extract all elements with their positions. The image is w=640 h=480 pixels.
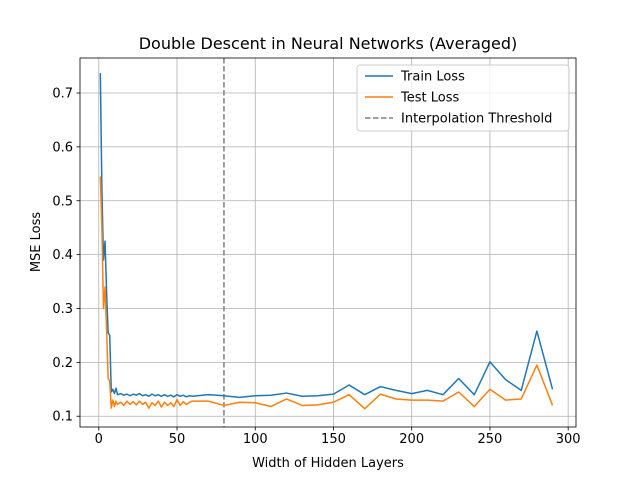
axes-frame [79,57,577,428]
x-tick-label: 0 [95,432,103,447]
plot-area [99,58,554,427]
axes: 0 50 100 150 200 250 300 0.1 0.2 0.3 0.4 0.5 0.6 0.7 [52,57,581,447]
y-tick-label: 0.2 [52,356,73,371]
legend-label: Interpolation Threshold [401,112,552,127]
y-tick-label: 0.4 [52,248,73,263]
y-tick-label: 0.1 [52,410,73,425]
x-tick-label: 50 [169,432,186,447]
x-axis-label: Width of Hidden Layers [252,456,404,471]
legend-label: Train Loss [400,70,465,85]
y-tick-label: 0.5 [52,194,73,209]
legend-label: Test Loss [400,91,459,106]
test-loss-line [99,176,554,410]
y-tick-label: 0.7 [52,87,73,102]
train-loss-line [99,73,554,399]
plot-series-group [99,58,554,427]
x-tick-label: 300 [556,432,581,447]
x-tick-label: 200 [399,432,424,447]
chart-title: Double Descent in Neural Networks (Avera… [139,34,518,53]
x-tick-label: 250 [478,432,503,447]
y-tick-label: 0.3 [52,302,73,317]
legend-box [356,64,570,132]
y-tick-label: 0.6 [52,140,73,155]
x-tick-label: 150 [321,432,346,447]
x-tick-label: 100 [243,432,268,447]
legend: Train Loss Test Loss Interpolation Thresho… [356,64,570,132]
y-axis-label: MSE Loss [29,212,44,273]
